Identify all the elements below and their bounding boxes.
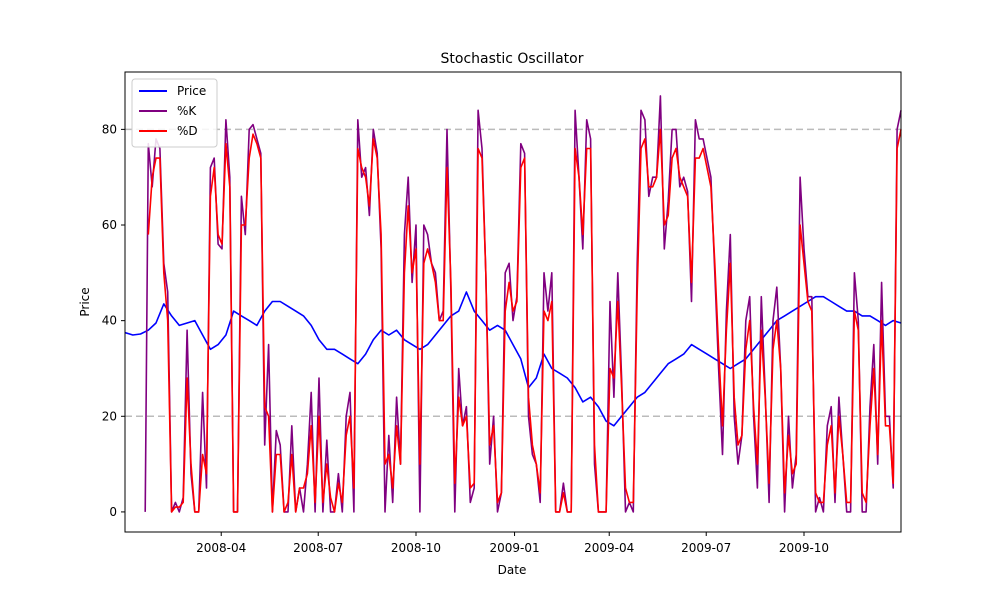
x-axis-label: Date [498, 563, 527, 577]
y-tick-label: 60 [102, 218, 117, 232]
legend: Price %K %D [131, 78, 218, 148]
plot-border [124, 71, 902, 533]
reference-lines [125, 128, 901, 418]
x-tick-label: 2009-04 [584, 541, 634, 555]
y-tick-label: 40 [102, 314, 117, 328]
plot-area [124, 71, 902, 533]
plot-background [125, 72, 901, 532]
x-tick-label: 2009-01 [489, 541, 539, 555]
series-line-price [124, 291, 902, 427]
x-tick-label: 2008-07 [293, 541, 343, 555]
chart-title: Stochastic Oscillator [441, 51, 584, 67]
series-line-pct-d [147, 128, 902, 513]
y-tick-label: 20 [102, 409, 117, 423]
legend-d-label: %D [177, 124, 198, 138]
x-tick-label: 2009-10 [779, 541, 829, 555]
x-tick-label: 2009-07 [681, 541, 731, 555]
series-line-pct-k [144, 95, 902, 513]
y-tick-label: 0 [109, 505, 117, 519]
legend-k-label: %K [177, 104, 197, 118]
x-tick-label: 2008-10 [391, 541, 441, 555]
y-axis: 0 20 40 60 80 [102, 122, 125, 519]
legend-price-label: Price [177, 84, 206, 98]
x-axis: 2008-04 2008-07 2008-10 2009-01 2009-04 2009-… [196, 532, 829, 555]
y-tick-label: 80 [102, 122, 117, 136]
x-tick-label: 2008-04 [196, 541, 246, 555]
series-layer [124, 95, 902, 513]
y-axis-label: Price [78, 287, 92, 316]
